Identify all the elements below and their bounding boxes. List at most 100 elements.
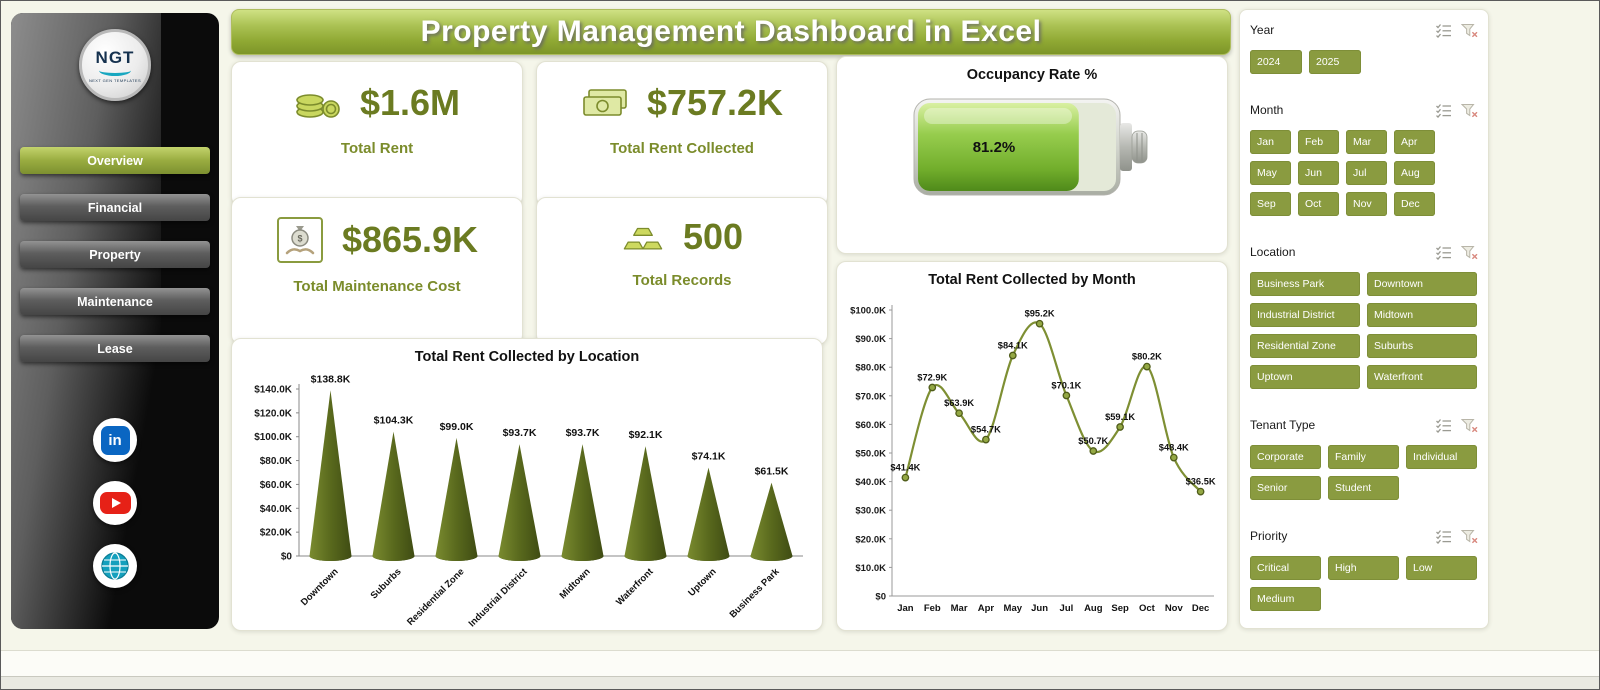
coins-icon	[296, 94, 340, 118]
linkedin-icon[interactable]: in	[93, 418, 137, 462]
filter-option-critical[interactable]: Critical	[1250, 556, 1321, 580]
multi-select-icon[interactable]	[1435, 529, 1452, 544]
slicer-tenant-type: Tenant Type Corporate Family Individual Seni…	[1250, 415, 1478, 500]
filter-option-downtown[interactable]: Downtown	[1367, 272, 1477, 296]
filter-option-individual[interactable]: Individual	[1406, 445, 1477, 469]
filter-option-feb[interactable]: Feb	[1298, 130, 1339, 154]
filter-option-apr[interactable]: Apr	[1394, 130, 1435, 154]
filter-option-2025[interactable]: 2025	[1309, 50, 1361, 74]
filter-option-oct[interactable]: Oct	[1298, 192, 1339, 216]
sidebar-item-lease[interactable]: Lease	[20, 335, 210, 362]
filter-option-family[interactable]: Family	[1328, 445, 1399, 469]
filter-option-jan[interactable]: Jan	[1250, 130, 1291, 154]
clear-filter-icon[interactable]	[1461, 418, 1478, 433]
sheet-bottom-bar	[1, 676, 1599, 689]
clear-filter-icon[interactable]	[1461, 23, 1478, 38]
multi-select-icon[interactable]	[1435, 103, 1452, 118]
svg-text:Sep: Sep	[1111, 603, 1129, 614]
social-links: in	[11, 418, 219, 588]
filter-option-corporate[interactable]: Corporate	[1250, 445, 1321, 469]
filter-option-low[interactable]: Low	[1406, 556, 1477, 580]
svg-text:Oct: Oct	[1139, 603, 1156, 614]
slicer-title: Location	[1250, 245, 1296, 259]
svg-text:$100.0K: $100.0K	[850, 306, 886, 317]
svg-text:May: May	[1004, 603, 1023, 614]
filter-option-jun[interactable]: Jun	[1298, 161, 1339, 185]
filter-option-high[interactable]: High	[1328, 556, 1399, 580]
sidebar-item-financial[interactable]: Financial	[20, 194, 210, 221]
filter-option-jul[interactable]: Jul	[1346, 161, 1387, 185]
filter-option-sep[interactable]: Sep	[1250, 192, 1291, 216]
sidebar-item-overview[interactable]: Overview	[20, 147, 210, 174]
filter-option-midtown[interactable]: Midtown	[1367, 303, 1477, 327]
slicer-title: Tenant Type	[1250, 418, 1316, 432]
filter-option-senior[interactable]: Senior	[1250, 476, 1321, 500]
sheet-empty-rows	[1, 650, 1599, 677]
clear-filter-icon[interactable]	[1461, 529, 1478, 544]
multi-select-icon[interactable]	[1435, 23, 1452, 38]
filter-option-2024[interactable]: 2024	[1250, 50, 1302, 74]
svg-text:$80.0K: $80.0K	[260, 456, 293, 467]
multi-select-icon[interactable]	[1435, 418, 1452, 433]
svg-text:Jul: Jul	[1060, 603, 1074, 614]
filter-option-medium[interactable]: Medium	[1250, 587, 1321, 611]
slicer-title: Priority	[1250, 529, 1288, 543]
filter-option-may[interactable]: May	[1250, 161, 1291, 185]
svg-text:$93.7K: $93.7K	[566, 427, 600, 439]
month-chart-svg: $0 $10.0K $20.0K $30.0K $40.0K $50.0K $60.0K $7…	[850, 305, 1216, 614]
multi-select-icon[interactable]	[1435, 245, 1452, 260]
filter-option-residential-zone[interactable]: Residential Zone	[1250, 334, 1360, 358]
filter-option-suburbs[interactable]: Suburbs	[1367, 334, 1477, 358]
battery-fill	[918, 103, 1079, 191]
svg-text:$61.5K: $61.5K	[755, 466, 789, 478]
svg-text:$20.0K: $20.0K	[260, 528, 293, 539]
kpi-label: Total Records	[632, 272, 732, 289]
kpi-card-total-rent: $1.6M Total Rent	[231, 61, 523, 207]
filter-option-nov[interactable]: Nov	[1346, 192, 1387, 216]
kpi-card-total-maintenance-cost: $ $865.9K Total Maintenance Cost	[231, 197, 523, 345]
occupancy-value: 81.2%	[973, 139, 1016, 156]
clear-filter-icon[interactable]	[1461, 103, 1478, 118]
location-chart-title: Total Rent Collected by Location	[414, 349, 640, 365]
filter-option-mar[interactable]: Mar	[1346, 130, 1387, 154]
filter-option-industrial-district[interactable]: Industrial District	[1250, 303, 1360, 327]
svg-text:Residential Zone: Residential Zone	[405, 566, 467, 628]
svg-text:Mar: Mar	[951, 603, 968, 614]
kpi-label: Total Rent Collected	[610, 140, 754, 157]
svg-text:Jan: Jan	[897, 603, 914, 614]
globe-icon[interactable]	[93, 544, 137, 588]
sidebar-item-property[interactable]: Property	[20, 241, 210, 268]
svg-text:$10.0K: $10.0K	[855, 563, 886, 574]
filter-option-aug[interactable]: Aug	[1394, 161, 1435, 185]
kpi-card-total-records: 500 Total Records	[536, 197, 828, 345]
svg-text:$63.9K: $63.9K	[944, 398, 974, 408]
location-chart-card: Total Rent Collected by Location $0 $20.0…	[231, 338, 823, 631]
svg-text:Nov: Nov	[1165, 603, 1184, 614]
filter-option-student[interactable]: Student	[1328, 476, 1399, 500]
logo-text: NGT	[95, 47, 135, 67]
svg-text:$60.0K: $60.0K	[260, 480, 293, 491]
filter-option-dec[interactable]: Dec	[1394, 192, 1435, 216]
svg-text:$0: $0	[281, 552, 293, 563]
svg-text:$80.2K: $80.2K	[1132, 352, 1162, 362]
svg-text:$93.7K: $93.7K	[503, 427, 537, 439]
svg-text:$80.0K: $80.0K	[855, 363, 886, 374]
ngt-logo: NGT NEXT GEN TEMPLATES	[79, 29, 151, 101]
linkedin-glyph: in	[100, 425, 130, 455]
svg-text:$30.0K: $30.0K	[855, 506, 886, 517]
clear-filter-icon[interactable]	[1461, 245, 1478, 260]
youtube-icon[interactable]	[93, 481, 137, 525]
svg-text:$99.0K: $99.0K	[440, 421, 474, 433]
kpi-value: $865.9K	[341, 219, 479, 260]
filter-option-business-park[interactable]: Business Park	[1250, 272, 1360, 296]
sidebar-item-maintenance[interactable]: Maintenance	[20, 288, 210, 315]
svg-text:$40.0K: $40.0K	[260, 504, 293, 515]
filter-option-uptown[interactable]: Uptown	[1250, 365, 1360, 389]
occupancy-card: Occupancy Rate % 81.2	[836, 56, 1228, 254]
filter-option-waterfront[interactable]: Waterfront	[1367, 365, 1477, 389]
svg-text:$20.0K: $20.0K	[855, 534, 886, 545]
month-chart-title: Total Rent Collected by Month	[928, 272, 1136, 288]
logo-subtext: NEXT GEN TEMPLATES	[88, 77, 142, 83]
logo-swoosh-icon	[99, 65, 131, 76]
